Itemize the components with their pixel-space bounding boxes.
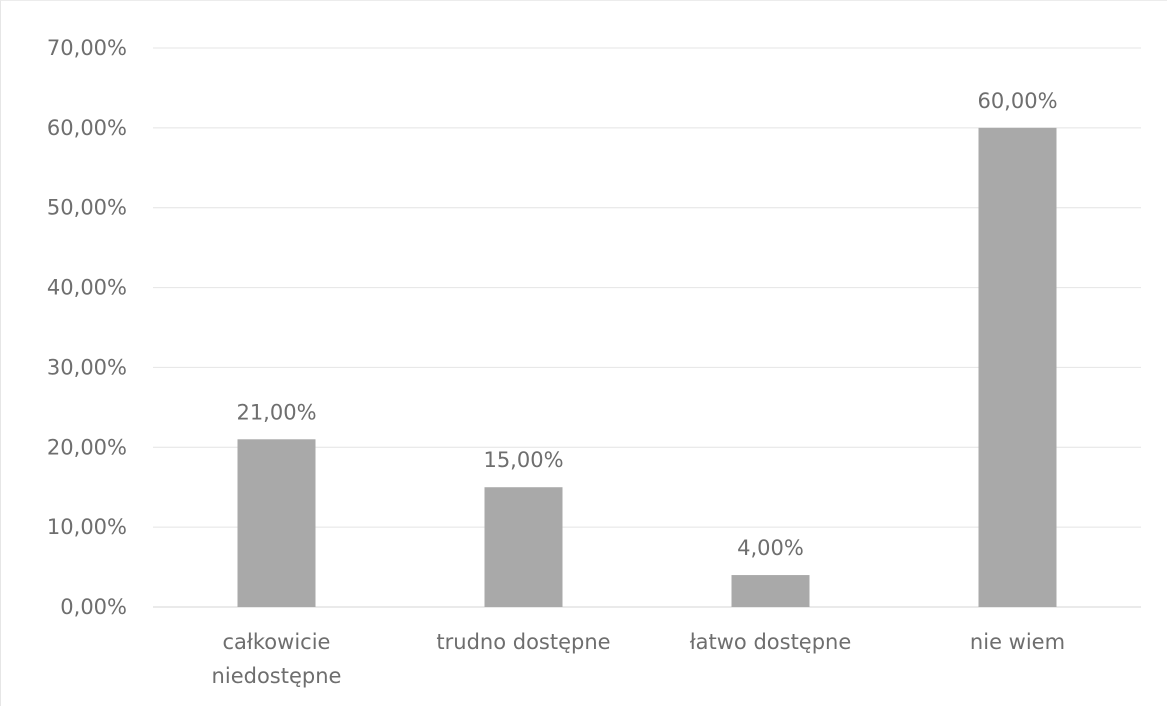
category-label: trudno dostępne — [436, 630, 610, 654]
gridlines — [153, 47, 1141, 608]
bar — [978, 127, 1057, 607]
category-label: całkowicie — [223, 630, 331, 654]
data-labels: 21,00% 15,00% 4,00% 60,00% — [236, 89, 1057, 560]
data-label: 21,00% — [236, 400, 316, 424]
bar — [484, 487, 563, 607]
category-label: nie wiem — [970, 630, 1065, 654]
bar — [731, 575, 810, 607]
bars — [237, 127, 1057, 607]
y-tick-label: 50,00% — [47, 196, 127, 220]
y-tick-label: 20,00% — [47, 435, 127, 459]
y-tick-label: 70,00% — [47, 36, 127, 60]
y-tick-label: 30,00% — [47, 355, 127, 379]
bar — [237, 439, 316, 607]
y-axis-tick-labels: 0,00% 10,00% 20,00% 30,00% 40,00% 50,00% 60,00… — [47, 36, 127, 619]
data-label: 15,00% — [483, 448, 563, 472]
x-axis-category-labels: całkowicie niedostępne trudno dostępne łatw… — [212, 630, 1066, 688]
y-tick-label: 40,00% — [47, 276, 127, 300]
category-label: łatwo dostępne — [690, 630, 852, 654]
y-tick-label: 10,00% — [47, 515, 127, 539]
data-label: 60,00% — [977, 89, 1057, 113]
category-label: niedostępne — [212, 664, 342, 688]
data-label: 4,00% — [737, 536, 804, 560]
y-tick-label: 60,00% — [47, 116, 127, 140]
y-tick-label: 0,00% — [60, 595, 127, 619]
